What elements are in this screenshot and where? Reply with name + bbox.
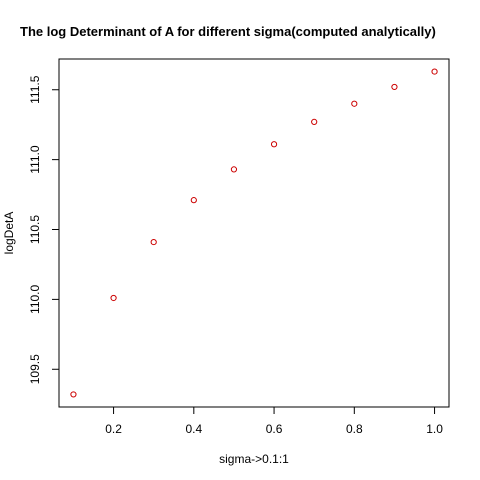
y-axis-label: logDetA bbox=[2, 212, 16, 255]
x-tick-label: 0.4 bbox=[185, 422, 202, 436]
x-tick-label: 0.8 bbox=[346, 422, 363, 436]
data-point bbox=[110, 294, 117, 302]
data-point bbox=[230, 166, 238, 173]
data-point bbox=[190, 197, 197, 204]
x-axis: 0.2 0.4 0.6 0.8 1.0 bbox=[105, 406, 443, 436]
x-tick-label: 1.0 bbox=[426, 422, 443, 436]
y-tick-label: 111.0 bbox=[28, 145, 42, 174]
data-points bbox=[70, 68, 438, 398]
x-axis-label: sigma->0.1:1 bbox=[219, 452, 289, 466]
data-point bbox=[70, 391, 77, 398]
data-point bbox=[311, 118, 318, 125]
y-tick-label: 111.5 bbox=[28, 75, 42, 104]
data-point bbox=[431, 68, 438, 75]
chart-title: The log Determinant of A for different s… bbox=[20, 24, 436, 39]
x-tick-label: 0.2 bbox=[105, 422, 122, 436]
data-point bbox=[391, 83, 398, 91]
y-tick-label: 109.5 bbox=[28, 354, 42, 384]
y-tick-label: 110.5 bbox=[28, 215, 42, 244]
x-tick-label: 0.6 bbox=[266, 422, 283, 436]
data-point bbox=[150, 238, 157, 246]
data-point bbox=[351, 100, 358, 107]
data-point bbox=[270, 141, 278, 148]
y-axis: 109.5 110.0 110.5 111.0 111.5 bbox=[28, 75, 60, 384]
y-tick-label: 110.0 bbox=[28, 284, 42, 313]
plot-box bbox=[58, 58, 450, 408]
